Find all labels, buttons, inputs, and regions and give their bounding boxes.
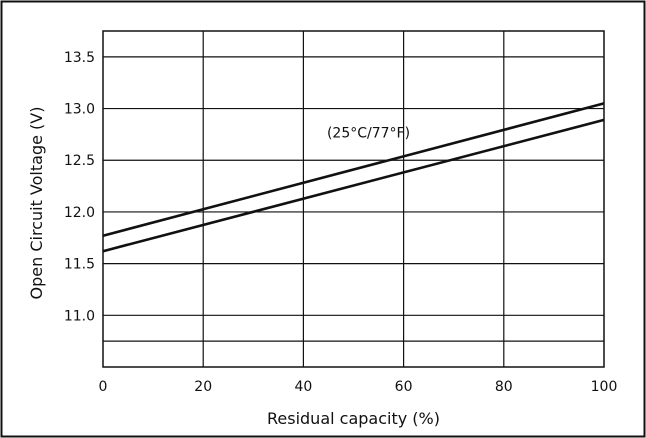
x-tick-label: 40 — [294, 379, 312, 395]
series-line — [102, 118, 605, 253]
x-tick-label: 20 — [194, 379, 212, 395]
y-tick-label: 12.5 — [64, 153, 95, 169]
x-tick-label: 0 — [99, 379, 108, 395]
series-lines — [102, 102, 605, 253]
x-axis-title: Residual capacity (%) — [267, 409, 440, 428]
y-tick-label: 11.5 — [64, 257, 95, 273]
series-line — [102, 102, 605, 237]
x-tick-label: 80 — [495, 379, 513, 395]
y-axis-title: Open Circuit Voltage (V) — [27, 107, 46, 300]
x-tick-label: 100 — [591, 379, 618, 395]
y-tick-label: 12.0 — [64, 205, 95, 221]
x-tick-label: 60 — [395, 379, 413, 395]
y-tick-label: 11.0 — [64, 308, 95, 324]
temperature-annotation: (25°C/77°F) — [327, 125, 410, 141]
plot-area — [102, 30, 605, 368]
tick-labels: 0 20 40 60 80 100 11.0 11.5 12.0 12.5 13.0 13.5 — [64, 50, 618, 395]
grid — [103, 31, 604, 367]
y-tick-label: 13.0 — [64, 102, 95, 118]
y-tick-label: 13.5 — [64, 50, 95, 66]
